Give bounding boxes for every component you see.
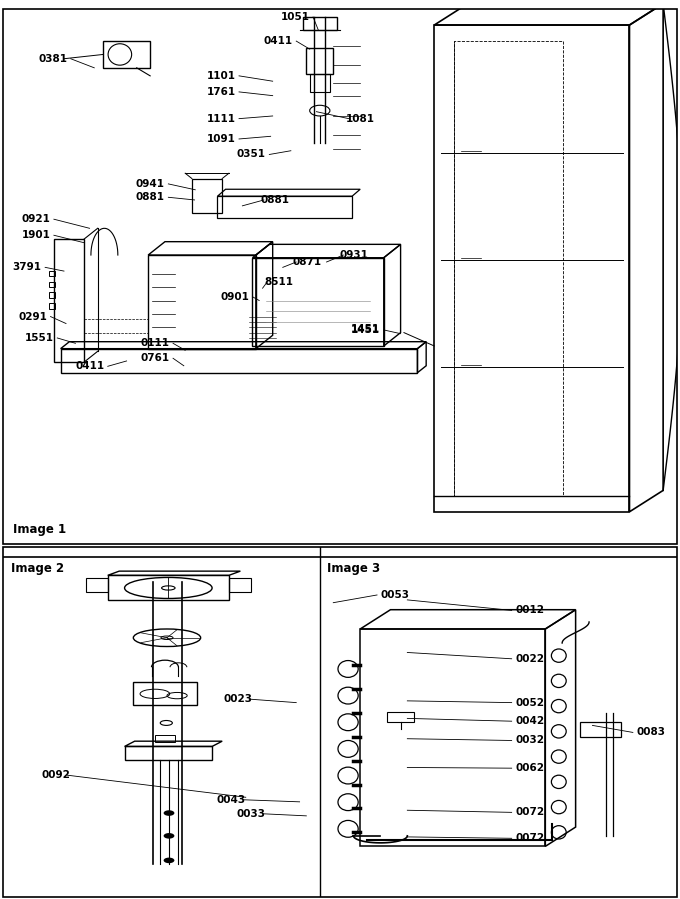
Text: 1901: 1901 (22, 230, 50, 240)
Text: 0921: 0921 (22, 214, 50, 224)
Circle shape (164, 833, 174, 839)
Text: 1081: 1081 (345, 113, 375, 124)
Text: Image 2: Image 2 (12, 563, 65, 575)
Text: 1111: 1111 (207, 113, 236, 124)
Text: 0083: 0083 (636, 727, 665, 737)
Text: 0351: 0351 (237, 149, 266, 159)
Text: 0411: 0411 (264, 36, 293, 46)
Bar (48, 281, 55, 287)
Bar (107, 575, 229, 600)
Text: 0941: 0941 (136, 179, 165, 189)
Bar (133, 682, 197, 705)
Text: Image 1: Image 1 (14, 523, 67, 536)
Text: 0052: 0052 (515, 698, 544, 708)
Bar (148, 255, 256, 349)
Text: 1051: 1051 (281, 12, 309, 22)
Text: 0291: 0291 (18, 312, 47, 322)
Text: 0931: 0931 (340, 250, 369, 260)
Text: 0871: 0871 (293, 257, 322, 267)
Bar (218, 196, 352, 218)
Text: 0042: 0042 (515, 717, 544, 726)
Text: 0381: 0381 (38, 54, 67, 64)
Bar (387, 712, 414, 722)
Text: 0053: 0053 (380, 590, 409, 600)
Text: 1451: 1451 (352, 325, 380, 335)
Circle shape (164, 810, 174, 816)
Text: 0012: 0012 (515, 605, 544, 616)
Bar (192, 179, 222, 213)
Bar (155, 734, 175, 742)
Bar (454, 41, 563, 495)
Text: 1101: 1101 (207, 71, 236, 81)
Bar (252, 258, 384, 346)
Text: 1451: 1451 (352, 324, 380, 334)
Text: 0032: 0032 (515, 735, 544, 745)
Bar (48, 292, 55, 298)
Text: 0411: 0411 (75, 361, 105, 371)
Text: 1091: 1091 (207, 134, 236, 144)
Bar (54, 239, 84, 362)
Text: 3791: 3791 (13, 263, 41, 272)
Bar (86, 578, 107, 592)
Text: 0881: 0881 (136, 192, 165, 202)
Text: 0111: 0111 (141, 338, 170, 348)
Bar (48, 271, 55, 277)
Text: 0072: 0072 (515, 833, 544, 843)
Bar (229, 578, 251, 592)
Text: 1551: 1551 (25, 333, 54, 343)
Bar (124, 746, 212, 761)
Bar (61, 349, 418, 373)
Text: 0092: 0092 (42, 770, 71, 780)
Text: 0761: 0761 (141, 353, 170, 363)
Text: 0881: 0881 (260, 195, 290, 205)
Bar (48, 303, 55, 308)
Text: 0033: 0033 (237, 809, 266, 819)
Text: 8511: 8511 (264, 277, 293, 287)
Text: 0901: 0901 (220, 292, 249, 302)
Circle shape (164, 858, 174, 863)
Text: Image 3: Image 3 (326, 563, 379, 575)
Text: 0022: 0022 (515, 654, 544, 663)
Bar (360, 629, 545, 846)
Bar (435, 25, 630, 512)
Text: 0023: 0023 (224, 694, 252, 704)
Text: 0072: 0072 (515, 807, 544, 817)
Text: 0062: 0062 (515, 763, 544, 773)
Text: 1761: 1761 (207, 87, 236, 97)
Text: 0043: 0043 (217, 795, 245, 805)
